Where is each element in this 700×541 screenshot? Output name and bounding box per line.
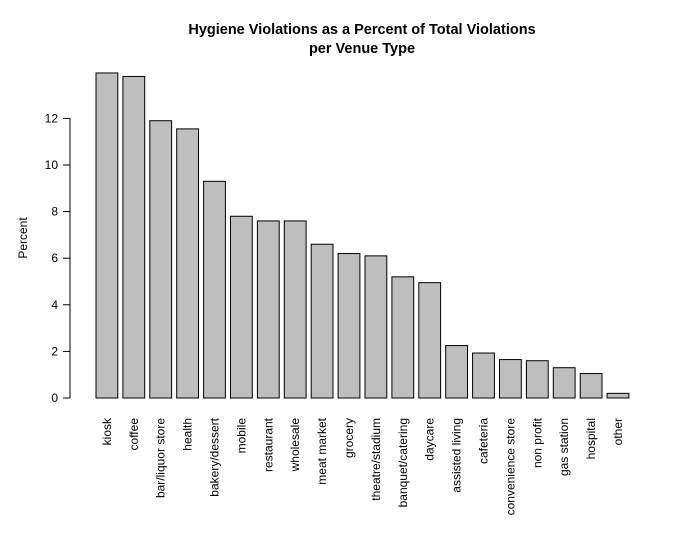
bar	[579, 373, 603, 399]
category-label: gas station	[557, 418, 571, 476]
y-axis-label: Percent	[16, 217, 30, 259]
bars-group	[95, 72, 630, 399]
category-label: grocery	[342, 418, 356, 458]
category-label: theatre/stadium	[369, 418, 383, 501]
category-label: non profit	[530, 417, 544, 468]
bar	[283, 220, 307, 399]
category-label: other	[611, 418, 625, 445]
chart-subtitle: per Venue Type	[309, 41, 415, 57]
category-label: health	[181, 418, 195, 451]
category-label: wholesale	[288, 418, 302, 473]
bar	[122, 75, 146, 399]
y-tick-label: 8	[51, 205, 58, 219]
bar	[472, 352, 495, 399]
category-label: cafeteria	[477, 418, 491, 464]
category-label: convenience store	[503, 418, 517, 516]
category-label: bakery/dessert	[208, 417, 222, 496]
category-labels: kiosk coffee bar/liquor store health bakery/…	[100, 417, 625, 515]
bar	[176, 128, 199, 399]
y-tick-label: 4	[51, 298, 58, 312]
y-tick-label: 2	[51, 344, 58, 358]
y-tick-label: 12	[45, 111, 59, 125]
category-label: bar/liquor store	[154, 418, 168, 498]
bar	[499, 359, 522, 399]
bar	[230, 215, 253, 399]
category-label: daycare	[423, 418, 437, 461]
category-label: restaurant	[261, 417, 275, 472]
category-label: assisted living	[450, 418, 464, 493]
bar	[606, 392, 630, 399]
bar	[337, 253, 361, 399]
y-tick-label: 10	[45, 158, 59, 172]
bar	[391, 276, 415, 399]
y-tick-label: 6	[51, 251, 58, 265]
category-label: hospital	[584, 418, 598, 459]
y-axis: 0 2 4 6 8 10 12	[45, 111, 71, 405]
bar	[256, 220, 280, 399]
bar	[95, 72, 119, 399]
category-label: banquet/catering	[396, 418, 410, 507]
y-tick-label: 0	[51, 391, 58, 405]
bar	[203, 180, 226, 399]
category-label: coffee	[127, 418, 141, 451]
bar	[445, 345, 469, 399]
category-label: kiosk	[100, 417, 114, 445]
bar	[310, 243, 334, 399]
bar	[418, 282, 442, 399]
bar	[525, 360, 549, 399]
bar	[149, 120, 173, 399]
category-label: meat market	[315, 417, 329, 484]
category-label: mobile	[234, 418, 248, 454]
chart-title: Hygiene Violations as a Percent of Total…	[188, 22, 535, 38]
bar	[552, 367, 576, 399]
bar	[364, 255, 388, 399]
